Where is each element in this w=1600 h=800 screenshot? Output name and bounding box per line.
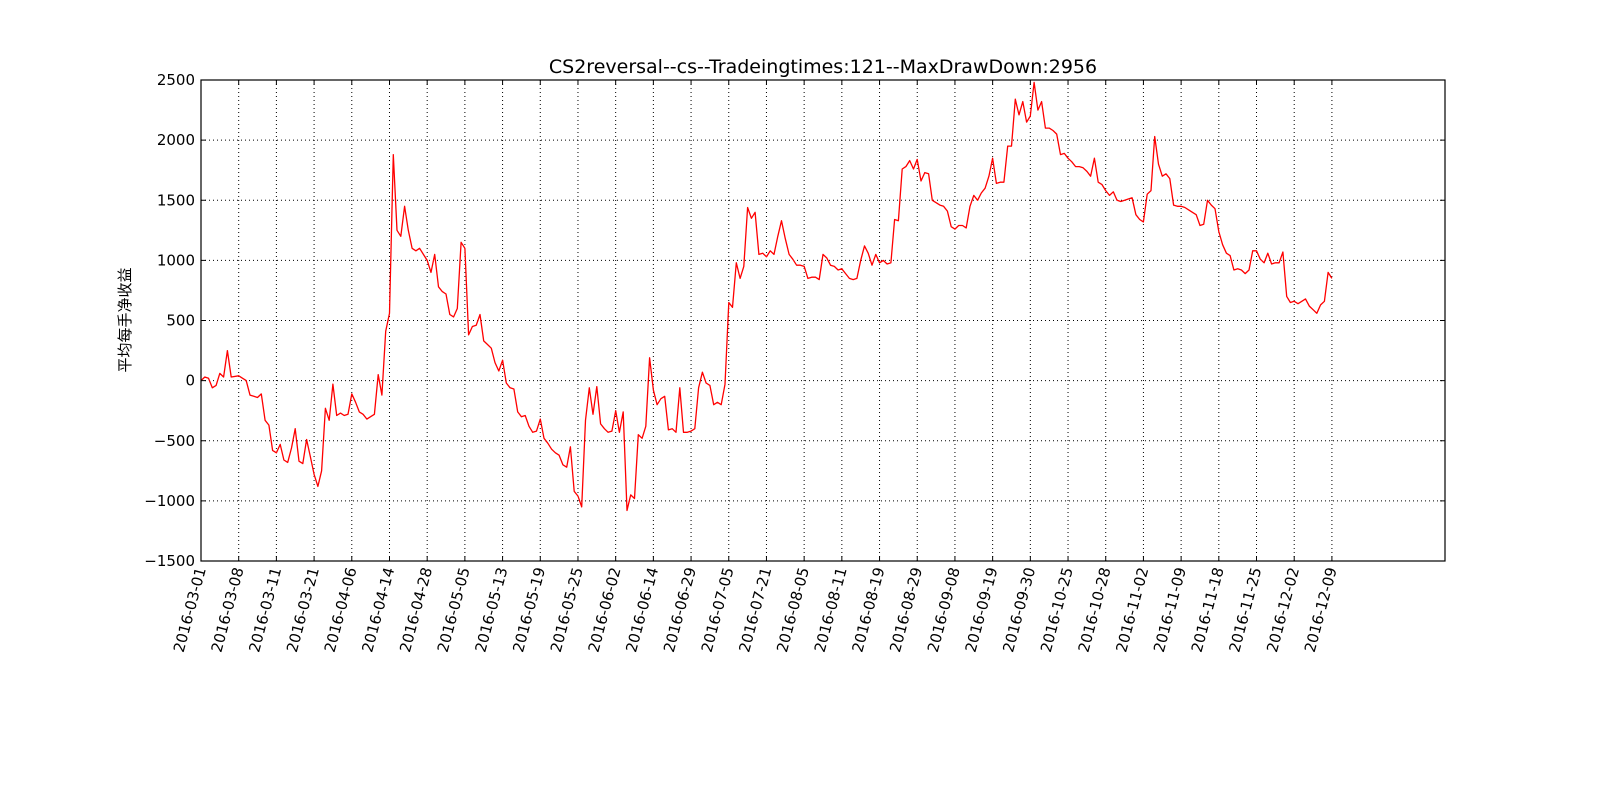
x-tick-label: 2016-07-21 bbox=[735, 565, 775, 654]
y-tick-label: 1500 bbox=[157, 191, 195, 209]
x-tick-label: 2016-09-30 bbox=[999, 565, 1039, 654]
x-tick-label: 2016-03-08 bbox=[208, 565, 248, 654]
x-tick-label: 2016-05-19 bbox=[509, 565, 549, 654]
chart-title: CS2reversal--cs--Tradeingtimes:121--MaxD… bbox=[549, 56, 1097, 78]
y-tick-label: 1000 bbox=[157, 251, 195, 269]
y-tick-label: 2500 bbox=[157, 71, 195, 89]
y-tick-label: 2000 bbox=[157, 131, 195, 149]
x-tick-label: 2016-08-19 bbox=[848, 565, 888, 654]
x-tick-label: 2016-12-09 bbox=[1301, 565, 1341, 654]
series-layer bbox=[200, 81, 1333, 512]
x-tick-label: 2016-11-09 bbox=[1150, 565, 1190, 654]
x-tick-label: 2016-05-05 bbox=[434, 565, 474, 654]
x-tick-label: 2016-08-11 bbox=[811, 565, 851, 654]
x-tick-label: 2016-10-28 bbox=[1075, 565, 1115, 654]
x-tick-label: 2016-04-14 bbox=[358, 565, 398, 654]
x-tick-label: 2016-07-05 bbox=[698, 565, 738, 654]
y-tick-label: −500 bbox=[154, 432, 195, 450]
series-line bbox=[200, 81, 1333, 512]
y-axis-label: 平均每手净收益 bbox=[116, 267, 134, 372]
y-tick-labels: −1500 −1000 −500 0 500 1000 1500 2000 2500 bbox=[144, 71, 195, 570]
x-tick-label: 2016-11-18 bbox=[1188, 565, 1228, 654]
x-tick-labels: 2016-03-012016-03-082016-03-112016-03-21… bbox=[170, 565, 1341, 654]
x-tick-label: 2016-11-02 bbox=[1112, 565, 1152, 654]
x-tick-label: 2016-06-02 bbox=[585, 565, 625, 654]
x-tick-label: 2016-04-28 bbox=[396, 565, 436, 654]
x-tick-label: 2016-03-11 bbox=[245, 565, 285, 654]
x-tick-label: 2016-06-29 bbox=[660, 565, 700, 654]
x-tick-label: 2016-05-25 bbox=[547, 565, 587, 654]
x-tick-label: 2016-03-01 bbox=[170, 565, 210, 654]
x-tick-label: 2016-12-02 bbox=[1263, 565, 1303, 654]
y-tick-label: −1000 bbox=[144, 492, 195, 510]
x-tick-label: 2016-03-21 bbox=[283, 565, 323, 654]
y-tick-label: 500 bbox=[166, 312, 195, 330]
y-tick-label: 0 bbox=[185, 372, 195, 390]
tick-layer bbox=[200, 79, 1445, 562]
x-tick-label: 2016-06-14 bbox=[622, 565, 662, 654]
x-tick-label: 2016-09-08 bbox=[924, 565, 964, 654]
x-tick-label: 2016-08-29 bbox=[886, 565, 926, 654]
x-tick-label: 2016-04-06 bbox=[321, 565, 361, 654]
grid-layer bbox=[201, 80, 1445, 561]
y-tick-label: −1500 bbox=[144, 552, 195, 570]
x-tick-label: 2016-10-25 bbox=[1037, 565, 1077, 654]
x-tick-label: 2016-08-05 bbox=[773, 565, 813, 654]
x-tick-label: 2016-11-25 bbox=[1225, 565, 1265, 654]
x-tick-label: 2016-09-19 bbox=[962, 565, 1002, 654]
x-tick-label: 2016-05-13 bbox=[471, 565, 511, 654]
